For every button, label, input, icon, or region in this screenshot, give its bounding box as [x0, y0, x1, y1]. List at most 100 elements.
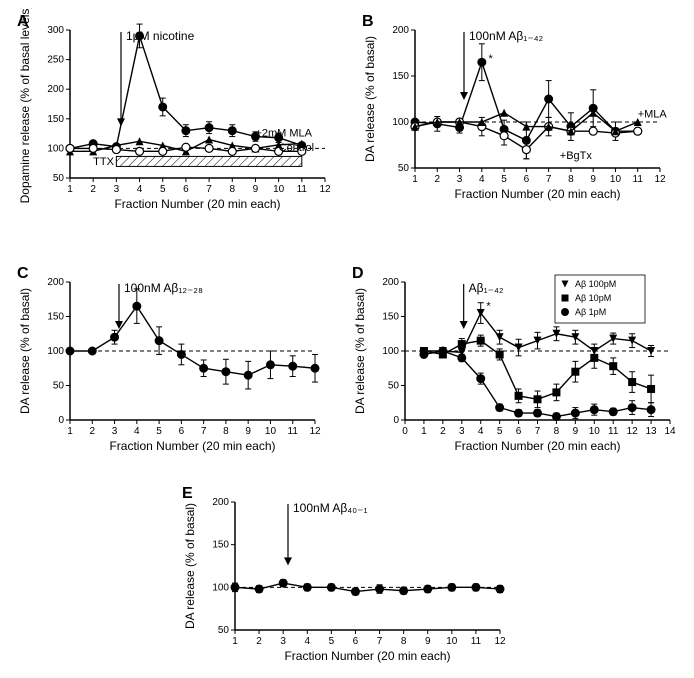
svg-text:250: 250: [47, 55, 64, 66]
svg-text:3: 3: [459, 426, 465, 437]
svg-text:4: 4: [478, 426, 484, 437]
svg-text:200: 200: [392, 25, 409, 36]
svg-text:13: 13: [646, 426, 658, 437]
svg-text:12: 12: [627, 426, 639, 437]
svg-text:Dopamine release (% of basal l: Dopamine release (% of basal levels): [18, 8, 32, 203]
svg-text:11: 11: [297, 184, 308, 195]
svg-text:7: 7: [201, 426, 207, 437]
svg-text:9: 9: [425, 636, 431, 647]
svg-text:200: 200: [47, 277, 64, 288]
svg-text:3: 3: [114, 184, 120, 195]
svg-text:50: 50: [388, 381, 400, 392]
svg-text:50: 50: [398, 163, 410, 174]
svg-text:*: *: [486, 301, 491, 313]
svg-text:12: 12: [494, 636, 506, 647]
svg-text:14: 14: [664, 426, 676, 437]
svg-text:Aβ 100pM: Aβ 100pM: [575, 279, 616, 289]
svg-text:100: 100: [212, 582, 229, 593]
svg-text:100: 100: [47, 346, 64, 357]
svg-text:0: 0: [393, 415, 399, 426]
svg-text:9: 9: [245, 426, 251, 437]
svg-text:9: 9: [573, 426, 579, 437]
svg-text:+BgTx: +BgTx: [560, 150, 593, 162]
svg-text:Fraction Number (20 min each): Fraction Number (20 min each): [454, 439, 620, 453]
svg-text:10: 10: [446, 636, 458, 647]
svg-text:100: 100: [392, 117, 409, 128]
svg-text:DA release (% of basal): DA release (% of basal): [363, 36, 377, 162]
svg-text:2: 2: [89, 426, 95, 437]
svg-text:Aβ₁₋₄₂: Aβ₁₋₄₂: [469, 281, 504, 295]
svg-text:2: 2: [256, 636, 262, 647]
panel-B: B50100150200123456789101112Fraction Numb…: [360, 8, 670, 208]
svg-text:2: 2: [434, 174, 440, 185]
svg-text:150: 150: [212, 540, 229, 551]
svg-text:8: 8: [401, 636, 407, 647]
svg-text:3: 3: [280, 636, 286, 647]
svg-text:TTX: TTX: [93, 156, 114, 168]
svg-text:0: 0: [58, 415, 64, 426]
svg-text:4: 4: [479, 174, 485, 185]
svg-text:Fraction Number (20 min each): Fraction Number (20 min each): [454, 187, 620, 201]
svg-text:6: 6: [524, 174, 530, 185]
svg-text:8: 8: [568, 174, 574, 185]
svg-text:50: 50: [53, 381, 65, 392]
svg-text:7: 7: [546, 174, 552, 185]
panel-A: A50100150200250300123456789101112Fractio…: [15, 8, 335, 218]
svg-text:100nM Aβ₄₀₋₁: 100nM Aβ₄₀₋₁: [293, 501, 368, 515]
svg-text:100: 100: [382, 346, 399, 357]
svg-text:6: 6: [179, 426, 185, 437]
svg-text:Fraction Number (20 min each): Fraction Number (20 min each): [284, 649, 450, 663]
svg-text:10: 10: [589, 426, 601, 437]
svg-text:5: 5: [156, 426, 162, 437]
svg-text:+MLA: +MLA: [638, 108, 668, 120]
svg-text:0: 0: [402, 426, 408, 437]
svg-text:1: 1: [67, 184, 73, 195]
svg-text:DA release (% of basal): DA release (% of basal): [353, 288, 367, 414]
svg-text:6: 6: [183, 184, 189, 195]
svg-text:Fraction Number (20 min each): Fraction Number (20 min each): [114, 197, 280, 211]
svg-text:150: 150: [47, 114, 64, 125]
svg-text:DA release (% of basal): DA release (% of basal): [183, 503, 197, 629]
svg-text:11: 11: [471, 636, 482, 647]
svg-text:150: 150: [392, 71, 409, 82]
svg-text:200: 200: [382, 277, 399, 288]
svg-text:150: 150: [47, 312, 64, 323]
svg-text:1: 1: [421, 426, 427, 437]
svg-text:4: 4: [137, 184, 143, 195]
svg-text:11: 11: [288, 426, 299, 437]
svg-text:C: C: [17, 265, 29, 282]
svg-text:9: 9: [590, 174, 596, 185]
svg-text:6: 6: [516, 426, 522, 437]
svg-text:100: 100: [47, 143, 64, 154]
svg-text:10: 10: [265, 426, 277, 437]
svg-text:Aβ 1pM: Aβ 1pM: [575, 307, 606, 317]
svg-text:4: 4: [304, 636, 310, 647]
panel-C: C050100150200123456789101112Fraction Num…: [15, 260, 325, 460]
svg-text:100nM Aβ₁₂₋₂₈: 100nM Aβ₁₂₋₂₈: [124, 281, 203, 295]
panel-D: D05010015020001234567891011121314Fractio…: [350, 260, 680, 460]
svg-text:9: 9: [253, 184, 259, 195]
svg-text:B: B: [362, 13, 374, 30]
svg-text:11: 11: [608, 426, 619, 437]
svg-text:Control: Control: [279, 142, 314, 154]
svg-text:1: 1: [67, 426, 73, 437]
svg-text:10: 10: [273, 184, 285, 195]
svg-text:5: 5: [497, 426, 503, 437]
svg-text:100nM Aβ₁₋₄₂: 100nM Aβ₁₋₄₂: [469, 29, 544, 43]
svg-text:DA release (% of basal): DA release (% of basal): [18, 288, 32, 414]
svg-text:200: 200: [47, 84, 64, 95]
svg-text:7: 7: [206, 184, 212, 195]
svg-text:1: 1: [412, 174, 418, 185]
svg-text:Aβ 10pM: Aβ 10pM: [575, 293, 611, 303]
svg-text:3: 3: [457, 174, 463, 185]
svg-text:50: 50: [53, 173, 65, 184]
svg-text:6: 6: [353, 636, 359, 647]
svg-text:D: D: [352, 265, 364, 282]
svg-text:3: 3: [112, 426, 118, 437]
panel-E: E50100150200123456789101112Fraction Numb…: [180, 480, 510, 670]
svg-text:8: 8: [554, 426, 560, 437]
svg-text:7: 7: [377, 636, 383, 647]
svg-text:10: 10: [610, 174, 622, 185]
svg-text:E: E: [182, 485, 193, 502]
svg-text:1: 1: [232, 636, 238, 647]
